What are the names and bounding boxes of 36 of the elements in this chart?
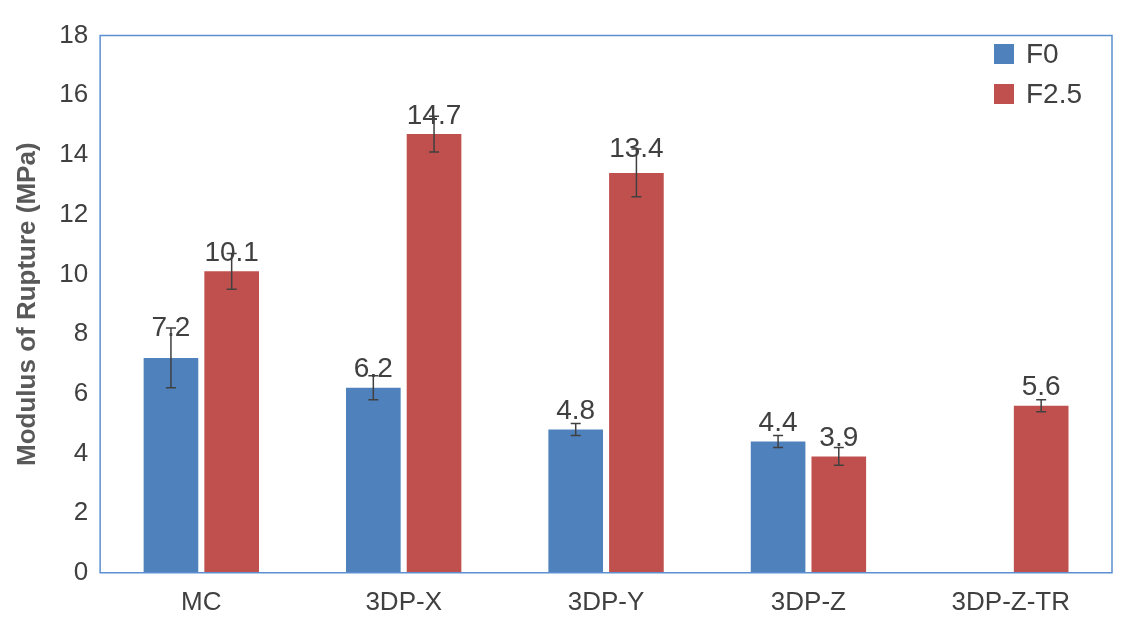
- data-label: 3.9: [819, 421, 859, 453]
- x-tick-label: 3DP-Z: [770, 585, 847, 616]
- data-label: 4.4: [758, 406, 798, 438]
- data-label: 6.2: [353, 352, 393, 384]
- y-tick-label: 12: [59, 197, 89, 228]
- y-tick-label: 14: [59, 138, 89, 169]
- x-tick-label: 3DP-Z-TR: [951, 585, 1071, 616]
- data-label: 13.4: [609, 131, 664, 163]
- bar: [811, 456, 867, 573]
- y-tick-label: 6: [73, 376, 89, 407]
- y-tick-label: 0: [73, 555, 89, 586]
- x-tick-label: 3DP-Y: [567, 585, 645, 616]
- x-tick-label: 3DP-X: [365, 585, 442, 616]
- bar: [406, 134, 462, 573]
- bar: [1013, 405, 1069, 573]
- y-tick-label: 4: [73, 436, 89, 467]
- bar: [143, 357, 199, 573]
- data-label: 7.2: [151, 310, 191, 342]
- data-label: 10.1: [204, 236, 259, 268]
- bar: [750, 441, 806, 573]
- legend-label: F0: [1025, 38, 1059, 70]
- bar: [346, 387, 401, 573]
- y-tick-label: 2: [73, 496, 89, 527]
- bar: [204, 271, 259, 573]
- y-axis-title: Modulus of Rupture (MPa): [10, 142, 41, 466]
- data-label: 4.8: [556, 394, 596, 426]
- bar: [548, 429, 604, 573]
- y-tick-label: 16: [59, 78, 89, 109]
- y-tick-label: 8: [73, 317, 89, 348]
- x-tick-label: MC: [181, 585, 222, 616]
- y-tick-label: 18: [59, 18, 89, 49]
- bar: [609, 172, 664, 573]
- legend-label: F2.5: [1025, 78, 1082, 110]
- y-tick-label: 10: [59, 257, 89, 288]
- data-label: 5.6: [1021, 370, 1061, 402]
- data-label: 14.7: [406, 98, 462, 130]
